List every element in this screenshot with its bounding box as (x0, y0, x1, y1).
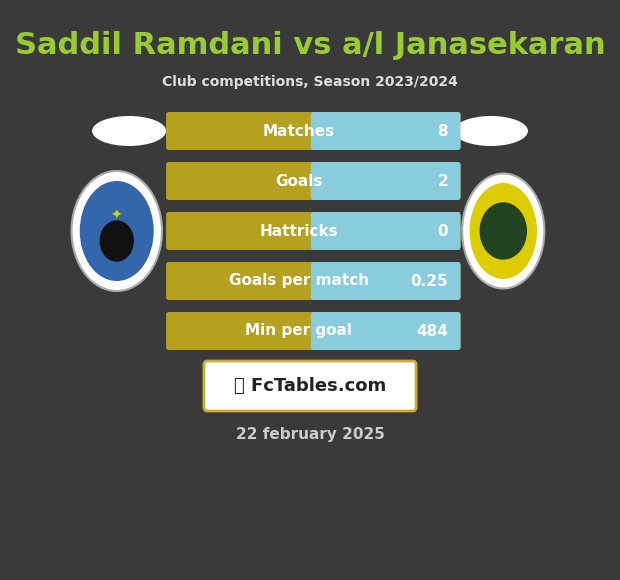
FancyBboxPatch shape (311, 112, 461, 150)
Ellipse shape (71, 171, 162, 291)
Ellipse shape (454, 116, 528, 146)
Text: 📊 FcTables.com: 📊 FcTables.com (234, 377, 386, 395)
Text: Saddil Ramdani vs a/l Janasekaran: Saddil Ramdani vs a/l Janasekaran (15, 31, 605, 60)
FancyBboxPatch shape (311, 262, 461, 300)
Text: Goals: Goals (275, 173, 322, 188)
FancyBboxPatch shape (166, 212, 461, 250)
Text: 0: 0 (438, 223, 448, 238)
FancyBboxPatch shape (311, 312, 461, 350)
FancyBboxPatch shape (166, 262, 461, 300)
FancyBboxPatch shape (311, 212, 461, 250)
Text: 8: 8 (438, 124, 448, 139)
Text: Club competitions, Season 2023/2024: Club competitions, Season 2023/2024 (162, 75, 458, 89)
Text: 0.25: 0.25 (410, 274, 448, 288)
Ellipse shape (80, 181, 154, 281)
Ellipse shape (92, 116, 166, 146)
FancyBboxPatch shape (166, 312, 461, 350)
Circle shape (100, 221, 133, 261)
Text: Hattricks: Hattricks (260, 223, 338, 238)
FancyBboxPatch shape (311, 162, 461, 200)
Text: 2: 2 (437, 173, 448, 188)
Ellipse shape (469, 183, 537, 279)
Text: 22 february 2025: 22 february 2025 (236, 427, 384, 443)
FancyBboxPatch shape (166, 112, 461, 150)
FancyBboxPatch shape (204, 361, 416, 411)
Text: Goals per match: Goals per match (229, 274, 369, 288)
FancyBboxPatch shape (166, 162, 461, 200)
Text: 484: 484 (416, 324, 448, 339)
Ellipse shape (462, 173, 544, 288)
Text: Min per goal: Min per goal (246, 324, 352, 339)
Circle shape (480, 203, 526, 259)
Text: ✦: ✦ (111, 209, 123, 223)
Text: Matches: Matches (263, 124, 335, 139)
